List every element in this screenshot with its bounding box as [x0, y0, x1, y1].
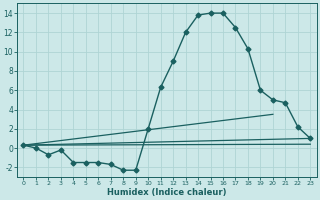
- X-axis label: Humidex (Indice chaleur): Humidex (Indice chaleur): [107, 188, 227, 197]
